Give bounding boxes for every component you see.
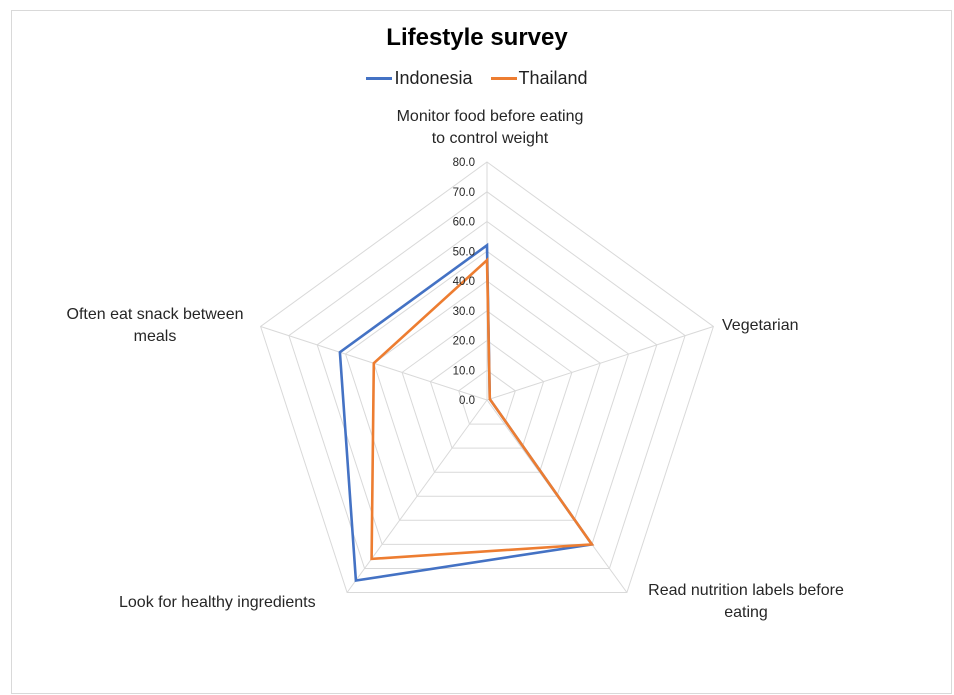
- radial-tick-label: 0.0: [459, 395, 475, 407]
- category-label-read-nutrition-line1: Read nutrition labels before: [648, 582, 844, 599]
- legend: Indonesia Thailand: [0, 68, 954, 89]
- category-label-monitor-food-line1: Monitor food before eating: [396, 108, 584, 125]
- grid-ring-8: [260, 161, 714, 593]
- category-label-monitor-food: Monitor food before eating to control we…: [340, 106, 640, 150]
- legend-swatch-indonesia: [366, 77, 393, 80]
- grid-ring-4: [373, 280, 601, 497]
- radial-tick-label: 20.0: [453, 336, 475, 348]
- category-label-read-nutrition: Read nutrition labels before eating: [628, 580, 864, 624]
- legend-item-indonesia: Indonesia: [366, 68, 473, 89]
- radial-tick-label: 40.0: [453, 276, 475, 288]
- category-label-vegetarian: Vegetarian: [722, 315, 799, 337]
- grid-ring-1: [458, 369, 516, 425]
- grid-ring-5: [344, 250, 630, 521]
- radial-tick-label: 60.0: [453, 217, 475, 229]
- chart-title: Lifestyle survey: [386, 24, 568, 51]
- category-label-vegetarian-line1: Vegetarian: [722, 317, 799, 334]
- radial-tick-label: 50.0: [453, 246, 475, 258]
- category-label-snack: Often eat snack between meals: [50, 304, 260, 348]
- category-label-healthy-ingredients-line1: Look for healthy ingredients: [119, 594, 316, 611]
- legend-label-thailand: Thailand: [518, 68, 588, 88]
- radial-tick-label: 30.0: [453, 306, 475, 318]
- series-line-thailand: [370, 257, 595, 561]
- grid-ring-3: [401, 310, 573, 473]
- grid-spoke-3: [346, 399, 488, 593]
- grid-ring-6: [316, 220, 658, 545]
- legend-label-indonesia: Indonesia: [394, 68, 473, 88]
- category-label-snack-line1: Often eat snack between: [66, 306, 244, 323]
- chart-frame: [11, 10, 952, 694]
- radial-tick-label: 80.0: [453, 157, 475, 169]
- grid-ring-2: [429, 339, 545, 449]
- category-label-monitor-food-line2: to control weight: [431, 130, 549, 147]
- category-label-snack-line2: meals: [133, 328, 177, 345]
- grid-spoke-1: [486, 326, 714, 401]
- legend-swatch-thailand: [490, 77, 517, 80]
- category-label-read-nutrition-line2: eating: [724, 604, 768, 621]
- legend-item-thailand: Thailand: [490, 68, 588, 89]
- radial-tick-label: 10.0: [453, 365, 475, 377]
- category-label-healthy-ingredients: Look for healthy ingredients: [119, 592, 316, 614]
- radial-tick-label: 70.0: [453, 187, 475, 199]
- grid-ring-7: [288, 191, 686, 569]
